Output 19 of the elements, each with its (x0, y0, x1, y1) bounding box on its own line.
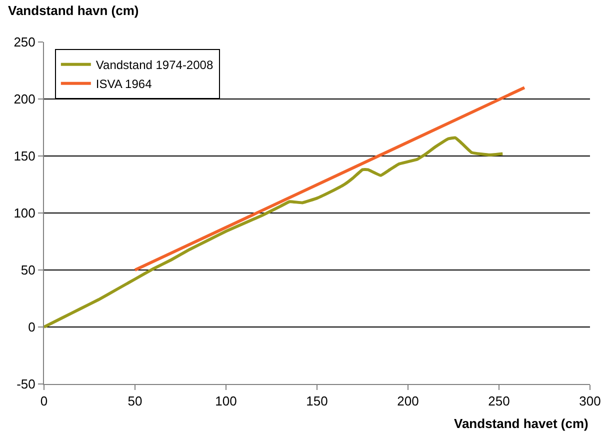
x-tick-label: 300 (579, 394, 601, 409)
y-tick-label: 150 (14, 148, 36, 164)
y-tick-label: 50 (20, 262, 36, 278)
y-tick-label: -50 (16, 376, 36, 392)
x-tick-label: 200 (397, 394, 419, 409)
y-tick-label: 200 (14, 92, 36, 107)
line-series (44, 136, 504, 328)
x-axis-title: Vandstand havet (cm) (454, 416, 588, 431)
legend-label: Vandstand 1974-2008 (96, 58, 214, 72)
y-axis-title: Vandstand havn (cm) (8, 3, 139, 18)
y-tick-label: 0 (28, 320, 36, 335)
y-tick-label: 250 (14, 34, 36, 50)
x-tick-label: 50 (128, 394, 142, 409)
x-tick-label: 250 (488, 394, 510, 409)
x-tick-label: 150 (306, 394, 328, 409)
y-tick-label: 100 (14, 206, 36, 221)
x-tick-label: 100 (215, 394, 237, 409)
legend-label: ISVA 1964 (96, 77, 152, 92)
x-tick-label: 0 (40, 394, 48, 409)
